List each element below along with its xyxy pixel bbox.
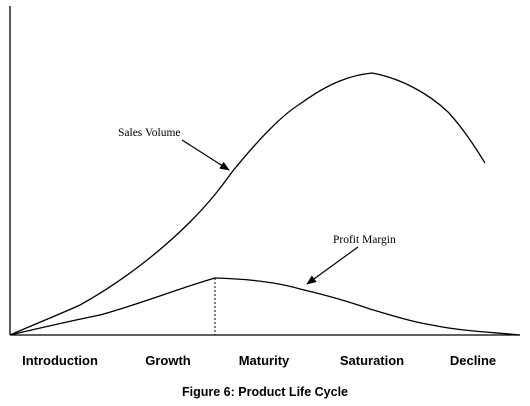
profit-margin-label: Profit Margin — [333, 234, 396, 246]
stage-label-decline: Decline — [450, 353, 496, 368]
sales-volume-label: Sales Volume — [118, 127, 181, 139]
stage-label-introduction: Introduction — [22, 353, 98, 368]
sales-volume-curve — [9, 72, 486, 336]
stage-label-maturity: Maturity — [239, 353, 290, 368]
profit-margin-pointer-arrow — [306, 246, 359, 285]
profit-margin-curve — [9, 277, 521, 336]
stage-label-saturation: Saturation — [340, 353, 404, 368]
figure-caption: Figure 6: Product Life Cycle — [181, 385, 348, 399]
stage-label-growth: Growth — [145, 353, 191, 368]
sales-volume-pointer-arrow — [181, 139, 230, 171]
